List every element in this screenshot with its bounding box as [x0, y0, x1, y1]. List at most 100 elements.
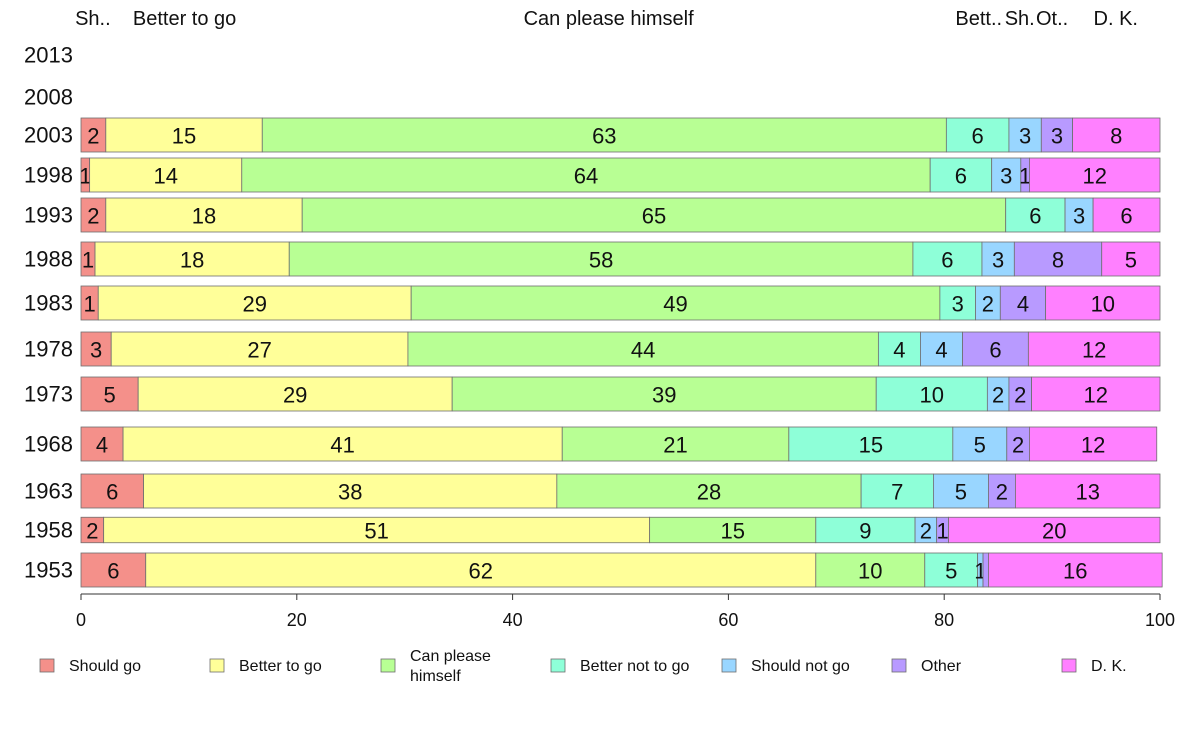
- data-label-1973-5: 2: [1014, 383, 1026, 408]
- bar-1958-better-to-go: [103, 516, 651, 544]
- data-label-1973-0: 5: [103, 383, 115, 408]
- bar-2003-can-please-himself: [261, 117, 947, 153]
- bar-1993-can-please-himself: [301, 197, 1007, 233]
- data-label-1973-3: 10: [920, 383, 944, 408]
- bar-1953-can-please-himself: [815, 552, 926, 588]
- data-label-1963-3: 7: [891, 480, 903, 505]
- x-tick-label-40: 40: [503, 610, 523, 630]
- bar-1963-other: [988, 473, 1016, 509]
- x-tick-label-100: 100: [1145, 610, 1175, 630]
- data-label-1983-2: 49: [663, 292, 687, 317]
- year-label-1983: 1983: [24, 291, 73, 316]
- data-label-1998-3: 6: [955, 164, 967, 189]
- data-label-1958-6: 20: [1042, 519, 1066, 544]
- data-label-1978-6: 12: [1082, 338, 1106, 363]
- legend-label-2: Can please himself: [410, 648, 491, 685]
- data-label-1993-0: 2: [87, 204, 99, 229]
- bar-1988-can-please-himself: [288, 241, 914, 277]
- bar-1968-better-to-go: [122, 426, 563, 462]
- bar-1958-better-not-to-go: [815, 516, 916, 544]
- legend-swatch-4: [721, 658, 737, 673]
- data-label-1993-4: 3: [1073, 204, 1085, 229]
- bar-2003-other: [1040, 117, 1074, 153]
- legend-label-3: Better not to go: [580, 658, 690, 675]
- data-label-1968-3: 15: [859, 433, 883, 458]
- legend-label-6: D. K.: [1091, 658, 1127, 675]
- top-label-5: Ot..: [1036, 8, 1068, 30]
- bar-1993-d-k-: [1092, 197, 1161, 233]
- data-label-1988-0: 1: [82, 248, 94, 273]
- bar-1968-should-go: [80, 426, 124, 462]
- data-label-1953-0: 6: [107, 559, 119, 584]
- data-label-1958-1: 51: [364, 519, 388, 544]
- bar-1958-d-k-: [948, 516, 1161, 544]
- data-label-2003-1: 15: [172, 124, 196, 149]
- data-label-1998-1: 14: [153, 164, 177, 189]
- bar-1953-should-go: [80, 552, 147, 588]
- data-label-1978-5: 6: [989, 338, 1001, 363]
- data-label-1973-4: 2: [992, 383, 1004, 408]
- data-label-1988-3: 6: [941, 248, 953, 273]
- year-label-1998: 1998: [24, 163, 73, 188]
- bar-1973-better-not-to-go: [875, 376, 988, 412]
- bar-2003-should-go: [80, 117, 107, 153]
- data-label-1958-3: 9: [859, 519, 871, 544]
- year-label-1973: 1973: [24, 382, 73, 407]
- data-label-1953-6: 16: [1063, 559, 1087, 584]
- legend-swatch-2: [380, 658, 396, 673]
- data-label-1953-3: 5: [945, 559, 957, 584]
- year-label-2008: 2008: [24, 85, 73, 110]
- x-tick-label-0: 0: [76, 610, 86, 630]
- year-label-1958: 1958: [24, 518, 73, 543]
- bar-1983-better-not-to-go: [939, 285, 976, 321]
- top-label-6: D. K.: [1094, 8, 1138, 30]
- bar-1983-d-k-: [1045, 285, 1161, 321]
- data-label-1978-0: 3: [90, 338, 102, 363]
- bar-1983-better-to-go: [97, 285, 412, 321]
- data-label-1968-1: 41: [330, 433, 354, 458]
- data-label-2003-5: 3: [1051, 124, 1063, 149]
- bar-1958-can-please-himself: [649, 516, 817, 544]
- bar-1963-d-k-: [1015, 473, 1161, 509]
- bar-2003-better-to-go: [105, 117, 263, 153]
- data-label-1993-6: 6: [1120, 204, 1132, 229]
- data-label-1973-6: 12: [1084, 383, 1108, 408]
- data-label-1988-2: 58: [589, 248, 613, 273]
- legend: Should go Better to go Can please himself Be…: [39, 648, 1127, 685]
- data-label-1998-4: 3: [1000, 164, 1012, 189]
- bar-1973-d-k-: [1031, 376, 1161, 412]
- data-label-1983-3: 3: [952, 292, 964, 317]
- legend-swatch-1: [209, 658, 225, 673]
- legend-label-4: Should not go: [751, 658, 850, 675]
- year-label-1978: 1978: [24, 337, 73, 362]
- data-label-1963-5: 2: [996, 480, 1008, 505]
- data-label-1958-4: 2: [920, 519, 932, 544]
- bar-1978-d-k-: [1027, 331, 1161, 367]
- x-tick-label-60: 60: [718, 610, 738, 630]
- x-tick-label-80: 80: [934, 610, 954, 630]
- top-category-labels: Sh.. Better to go Can please himself Bett..…: [75, 8, 1138, 30]
- data-label-1983-4: 2: [982, 292, 994, 317]
- data-label-2003-6: 8: [1110, 124, 1122, 149]
- data-label-1993-2: 65: [642, 204, 666, 229]
- data-label-1968-6: 12: [1081, 433, 1105, 458]
- bar-1983-can-please-himself: [410, 285, 941, 321]
- data-label-1963-0: 6: [106, 480, 118, 505]
- data-label-1998-5: 1: [1019, 164, 1031, 189]
- bar-1968-d-k-: [1029, 426, 1158, 462]
- data-label-1993-1: 18: [192, 204, 216, 229]
- bar-1998-better-to-go: [89, 157, 243, 193]
- bar-1993-should-go: [80, 197, 107, 233]
- bar-1988-should-not-go: [981, 241, 1015, 277]
- data-label-1983-5: 4: [1017, 292, 1029, 317]
- data-label-1988-5: 8: [1052, 248, 1064, 273]
- bar-1998-d-k-: [1029, 157, 1161, 193]
- bar-1953-other: [982, 552, 989, 588]
- year-label-1968: 1968: [24, 432, 73, 457]
- bar-1978-should-not-go: [920, 331, 963, 367]
- bar-1993-should-not-go: [1064, 197, 1094, 233]
- data-label-1988-4: 3: [992, 248, 1004, 273]
- bar-1988-other: [1013, 241, 1103, 277]
- data-label-1963-6: 13: [1075, 480, 1099, 505]
